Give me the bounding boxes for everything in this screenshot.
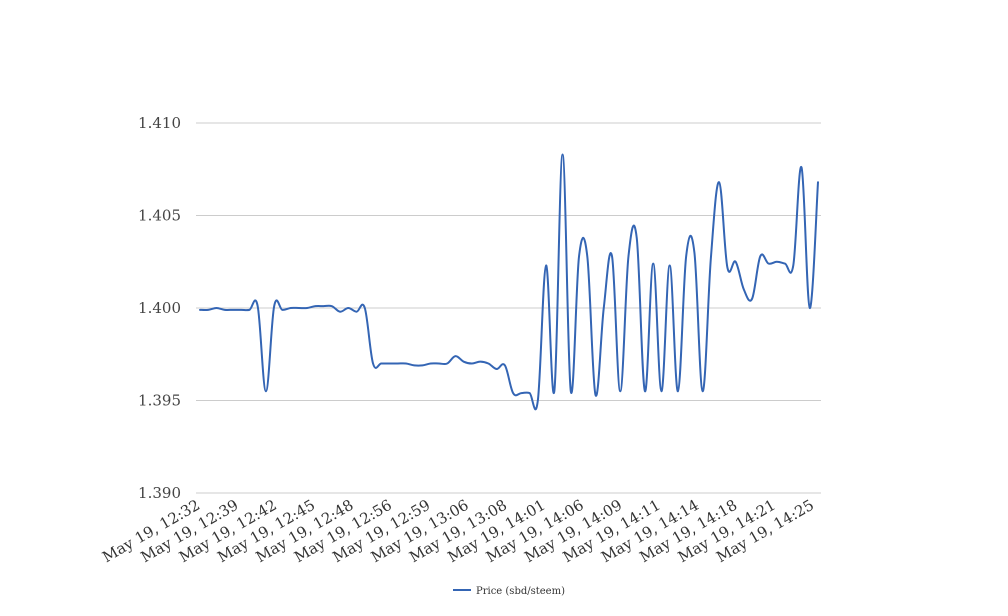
y-tick-label: 1.405 xyxy=(138,207,181,225)
series-layer xyxy=(199,153,819,411)
legend-label: Price (sbd/steem) xyxy=(476,586,565,597)
y-tick-label: 1.410 xyxy=(138,114,181,132)
y-tick-label: 1.400 xyxy=(138,299,181,317)
y-tick-label: 1.390 xyxy=(138,484,181,502)
y-axis-tick-labels: 1.390 1.395 1.400 1.405 1.410 xyxy=(138,114,181,502)
series-line-price[interactable] xyxy=(199,153,819,411)
y-tick-label: 1.395 xyxy=(138,392,181,410)
legend[interactable]: Price (sbd/steem) xyxy=(453,586,565,597)
